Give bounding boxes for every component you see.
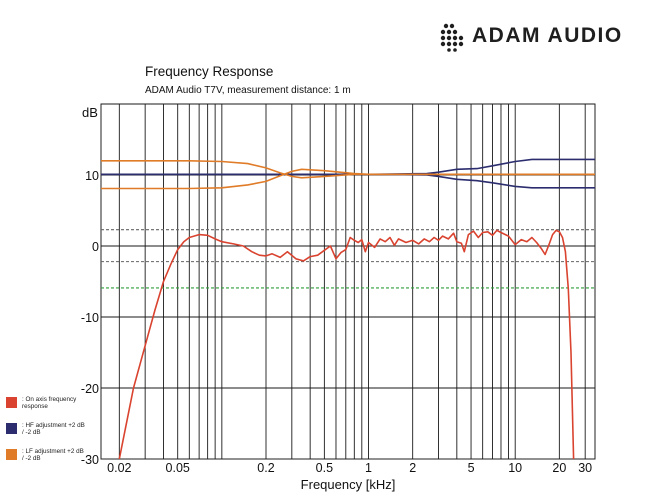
- legend-item-lf: : LF adjustment +2 dB / -2 dB: [6, 448, 86, 474]
- legend-item-on-axis: : On axis frequency response: [6, 396, 86, 422]
- y-tick-label: 0: [92, 240, 99, 254]
- y-tick-label: -20: [81, 382, 99, 396]
- brand-name: ADAM AUDIO: [472, 24, 623, 47]
- x-tick-label: 20: [552, 461, 566, 475]
- x-tick-label: 0.5: [316, 461, 333, 475]
- x-axis-label: Frequency [kHz]: [301, 477, 396, 492]
- y-tick-label: -30: [81, 453, 99, 467]
- series-line-hf-plus: [101, 158, 595, 176]
- y-axis-label: dB: [82, 105, 98, 120]
- y-tick-label: 10: [85, 169, 99, 183]
- y-tick-label: -10: [81, 311, 99, 325]
- legend-swatch-hf: [6, 423, 17, 434]
- chart-legend: : On axis frequency response : HF adjust…: [6, 396, 86, 474]
- legend-swatch-lf: [6, 449, 17, 460]
- x-tick-label: 10: [508, 461, 522, 475]
- series-line-lf-minus: [101, 168, 595, 190]
- legend-label-on-axis: : On axis frequency response: [22, 396, 77, 411]
- x-tick-label: 0.05: [166, 461, 190, 475]
- legend-item-hf: : HF adjustment +2 dB / -2 dB: [6, 422, 86, 448]
- series-line-hf-minus: [101, 173, 595, 189]
- x-tick-label: 1: [365, 461, 372, 475]
- legend-label-lf: : LF adjustment +2 dB / -2 dB: [22, 448, 84, 463]
- legend-label-hf: : HF adjustment +2 dB / -2 dB: [22, 422, 85, 437]
- legend-swatch-on-axis: [6, 397, 17, 408]
- x-tick-label: 5: [468, 461, 475, 475]
- chart-title: Frequency Response: [145, 64, 274, 79]
- adam-audio-logo-icon: [440, 23, 464, 52]
- x-tick-label: 0.2: [257, 461, 274, 475]
- series-line-on-axis: [118, 229, 575, 459]
- chart-subtitle: ADAM Audio T7V, measurement distance: 1 …: [145, 85, 351, 96]
- plot-frame: [100, 103, 596, 460]
- x-tick-label: 30: [578, 461, 592, 475]
- x-tick-label: 0.02: [107, 461, 131, 475]
- x-tick-label: 2: [409, 461, 416, 475]
